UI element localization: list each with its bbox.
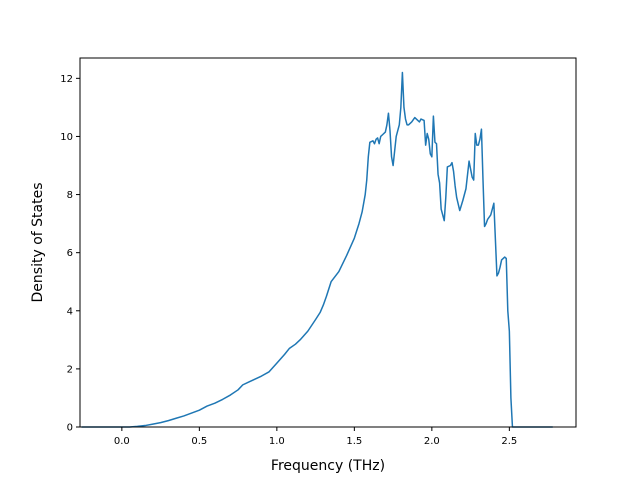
x-axis-label: Frequency (THz) xyxy=(271,458,385,474)
x-tick-label: 1.5 xyxy=(346,436,362,447)
dos-series-line-0 xyxy=(81,71,553,428)
plot-frame xyxy=(79,57,577,428)
y-tick-label: 8 xyxy=(67,190,73,201)
x-tick-label: 2.0 xyxy=(424,436,440,447)
x-axis: 0.0 0.5 1.0 1.5 2.0 2.5 xyxy=(114,427,517,447)
y-tick-label: 2 xyxy=(67,364,73,375)
y-axis-label: Density of States xyxy=(30,183,46,303)
y-tick-label: 0 xyxy=(67,423,73,434)
x-tick-label: 1.0 xyxy=(269,436,285,447)
plot-layer xyxy=(81,71,553,428)
x-tick-label: 0.5 xyxy=(191,436,207,447)
y-tick-label: 12 xyxy=(60,74,73,85)
y-tick-label: 10 xyxy=(60,132,73,143)
y-tick-label: 4 xyxy=(67,306,73,317)
x-tick-label: 2.5 xyxy=(501,436,517,447)
x-tick-label: 0.0 xyxy=(114,436,130,447)
y-tick-label: 6 xyxy=(67,248,73,259)
y-axis: 0 2 4 6 8 10 12 xyxy=(60,74,80,434)
